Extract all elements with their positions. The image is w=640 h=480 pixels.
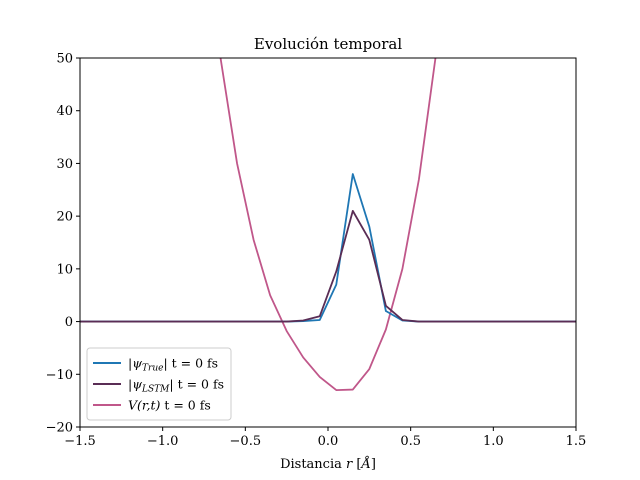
legend-items: |ψTrue| t = 0 fs |ψLSTM| t = 0 fs V(r,t) t… (93, 356, 224, 413)
x-axis-label: Distancia r [Å] (280, 456, 376, 472)
legend-label: |ψLSTM| t = 0 fs (128, 377, 224, 395)
y-tick-label: 0 (65, 315, 73, 330)
x-tick-label: 0.5 (400, 434, 421, 449)
y-tick-label: −10 (46, 368, 73, 383)
series-line-psi-lstm (80, 209, 576, 323)
x-tick-label: 0.0 (318, 434, 339, 449)
series-layer (80, 58, 576, 392)
x-tick-label: 1.5 (566, 434, 587, 449)
legend-box (86, 347, 232, 421)
y-tick-label: 40 (56, 104, 73, 119)
x-tick-label: −1.5 (64, 434, 96, 449)
legend: |ψTrue| t = 0 fs |ψLSTM| t = 0 fs V(r,t) t… (86, 347, 232, 421)
chart-title: Evolución temporal (254, 35, 402, 53)
y-tick-label: −20 (46, 421, 73, 436)
legend-label: V(r,t) t = 0 fs (128, 398, 211, 413)
y-tick-label: 30 (56, 157, 73, 172)
y-tick-label: 10 (56, 262, 73, 277)
x-tick-label: −1.0 (147, 434, 179, 449)
legend-item-psi-true: |ψTrue| t = 0 fs (93, 356, 218, 374)
series-line-potential (219, 58, 437, 392)
legend-label: |ψTrue| t = 0 fs (128, 356, 218, 374)
y-tick-label: 20 (56, 210, 73, 225)
x-tick-label: −0.5 (230, 434, 262, 449)
y-tick-label: 50 (56, 52, 73, 67)
legend-item-psi-lstm: |ψLSTM| t = 0 fs (93, 377, 224, 395)
y-axis: −20 −10 0 10 20 30 40 50 (46, 52, 80, 436)
x-tick-label: 1.0 (483, 434, 504, 449)
legend-item-potential: V(r,t) t = 0 fs (93, 398, 211, 413)
x-axis: −1.5 −1.0 −0.5 0.0 0.5 1.0 1.5 (64, 427, 586, 449)
